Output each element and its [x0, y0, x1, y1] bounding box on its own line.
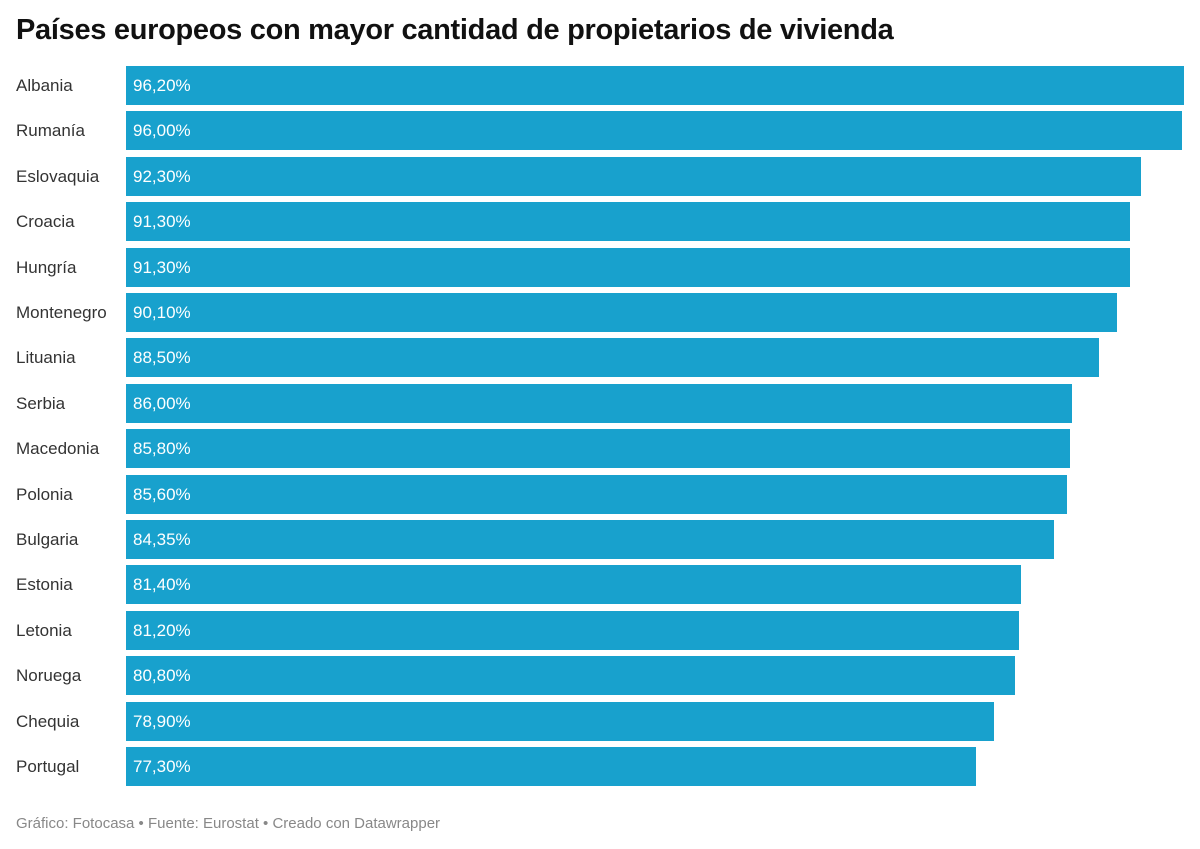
bar-row: Macedonia 85,80% [0, 429, 1200, 469]
bar-row: Polonia 85,60% [0, 474, 1200, 514]
bar [126, 383, 1072, 423]
bar [126, 247, 1131, 287]
bar-row: Serbia 86,00% [0, 383, 1200, 423]
bar [126, 429, 1070, 469]
bar-row: Letonia 81,20% [0, 610, 1200, 650]
data-label: 91,30% [133, 257, 191, 277]
bar-row: Rumanía 96,00% [0, 111, 1200, 151]
category-label: Chequia [16, 711, 80, 731]
data-label: 92,30% [133, 166, 191, 186]
bar [126, 293, 1117, 332]
category-label: Lituania [16, 348, 76, 368]
data-label: 86,00% [133, 393, 191, 413]
category-label: Letonia [16, 620, 72, 640]
bar-row: Estonia 81,40% [0, 565, 1200, 605]
data-label: 84,35% [133, 530, 191, 549]
category-label: Rumanía [16, 121, 85, 141]
category-label: Montenegro [16, 303, 107, 322]
data-label: 81,20% [133, 620, 191, 640]
bar-row: Lituania 88,50% [0, 338, 1200, 378]
bar-row: Chequia 78,90% [0, 701, 1200, 741]
data-label: 96,00% [133, 121, 191, 141]
bar [126, 520, 1054, 559]
bar [126, 610, 1020, 650]
data-label: 91,30% [133, 212, 191, 232]
chart-footer: Gráfico: Fotocasa • Fuente: Eurostat • C… [16, 815, 441, 832]
category-label: Albania [16, 76, 73, 95]
category-label: Macedonia [16, 439, 100, 459]
data-label: 81,40% [133, 575, 191, 595]
data-label: 88,50% [133, 348, 191, 368]
bar-row: Eslovaquia 92,30% [0, 156, 1200, 196]
data-label: 80,80% [133, 666, 191, 686]
bar [126, 111, 1182, 151]
category-label: Serbia [16, 393, 66, 413]
bar [126, 202, 1131, 242]
category-label: Hungría [16, 257, 77, 277]
bar [126, 156, 1142, 196]
data-label: 78,90% [133, 711, 191, 731]
data-label: 96,20% [133, 76, 191, 95]
bar [126, 701, 994, 741]
category-label: Eslovaquia [16, 166, 100, 186]
bar-row: Hungría 91,30% [0, 247, 1200, 287]
bar-row: Bulgaria 84,35% [0, 520, 1200, 559]
bar-row: Noruega 80,80% [0, 656, 1200, 696]
category-label: Estonia [16, 575, 73, 595]
data-label: 77,30% [133, 757, 191, 776]
category-label: Polonia [16, 484, 73, 504]
category-label: Noruega [16, 666, 82, 686]
bar-row: Albania 96,20% [0, 66, 1200, 105]
bar [126, 474, 1068, 514]
data-label: 85,80% [133, 439, 191, 459]
category-label: Bulgaria [16, 530, 79, 549]
bar [126, 656, 1015, 696]
bar-row: Portugal 77,30% [0, 747, 1200, 786]
category-label: Portugal [16, 757, 80, 776]
chart-title: Países europeos con mayor cantidad de pr… [16, 14, 894, 46]
bar-row: Croacia 91,30% [0, 202, 1200, 242]
bar [126, 565, 1022, 605]
bar-row: Montenegro 90,10% [0, 293, 1200, 332]
category-label: Croacia [16, 212, 75, 232]
bar [126, 747, 977, 786]
bar [126, 338, 1100, 378]
data-label: 90,10% [133, 303, 191, 322]
data-label: 85,60% [133, 484, 191, 504]
bar [126, 66, 1184, 105]
